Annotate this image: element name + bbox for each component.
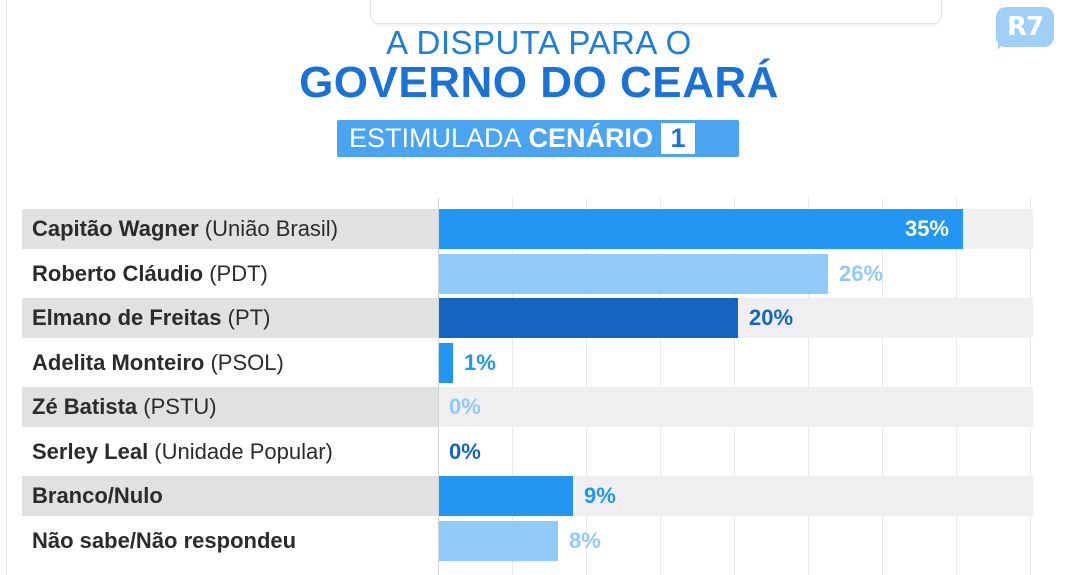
value-label: 9%: [584, 483, 616, 508]
badge-bold-text: CENÁRIO: [528, 123, 654, 153]
gridline: [512, 198, 513, 575]
value-label: 0%: [449, 439, 481, 464]
party-name: (PT): [221, 305, 271, 330]
bar: [438, 476, 573, 516]
candidate-name: Capitão Wagner: [32, 216, 199, 241]
bar: [438, 521, 558, 561]
candidate-name: Adelita Monteiro: [32, 350, 205, 375]
value-label: 20%: [749, 305, 794, 330]
value-label: 26%: [839, 261, 884, 286]
party-name: (PSTU): [137, 394, 217, 419]
candidate-name: Roberto Cláudio: [32, 261, 204, 286]
candidate-name: Não sabe/Não respondeu: [32, 528, 297, 553]
category-label: Branco/Nulo: [22, 476, 438, 516]
party-name: (PSOL): [204, 350, 284, 375]
bar: [438, 209, 963, 249]
value-label: 8%: [569, 528, 601, 553]
r7-logo-tail: [998, 38, 1007, 50]
gridline: [734, 198, 735, 575]
gridline: [586, 198, 587, 575]
category-label: Zé Batista (PSTU): [22, 387, 438, 427]
title-line-1: A DISPUTA PARA O: [386, 24, 692, 61]
badge-text: ESTIMULADA: [349, 123, 522, 153]
bar: [438, 343, 453, 383]
value-label: 35%: [904, 216, 949, 241]
party-name: (União Brasil): [198, 216, 339, 241]
value-label: 0%: [449, 394, 481, 419]
category-label: Capitão Wagner (União Brasil): [22, 209, 438, 249]
category-label: Elmano de Freitas (PT): [22, 298, 438, 338]
gridline: [808, 198, 809, 575]
candidate-name: Zé Batista: [32, 394, 138, 419]
scenario-badge: ESTIMULADA CENÁRIO 1: [337, 120, 739, 157]
bar: [438, 254, 828, 294]
gridline: [956, 198, 957, 575]
value-label: 1%: [464, 350, 496, 375]
gridline: [882, 198, 883, 575]
category-label: Serley Leal (Unidade Popular): [22, 432, 438, 472]
category-label: Não sabe/Não respondeu: [22, 521, 438, 561]
party-name: (Unidade Popular): [148, 439, 333, 464]
axis-line: [438, 198, 439, 575]
frame-border: [6, 0, 7, 575]
candidate-name: Elmano de Freitas: [32, 305, 222, 330]
category-label: Adelita Monteiro (PSOL): [22, 343, 438, 383]
candidate-name: Serley Leal: [32, 439, 149, 464]
gridline: [1030, 198, 1031, 575]
candidate-name: Branco/Nulo: [32, 483, 163, 508]
bar: [438, 298, 738, 338]
badge-number: 1: [661, 123, 696, 154]
party-name: (PDT): [203, 261, 268, 286]
gridline: [660, 198, 661, 575]
top-panel: [370, 0, 942, 24]
category-label: Roberto Cláudio (PDT): [22, 254, 438, 294]
title-line-2: GOVERNO DO CEARÁ: [299, 58, 779, 107]
